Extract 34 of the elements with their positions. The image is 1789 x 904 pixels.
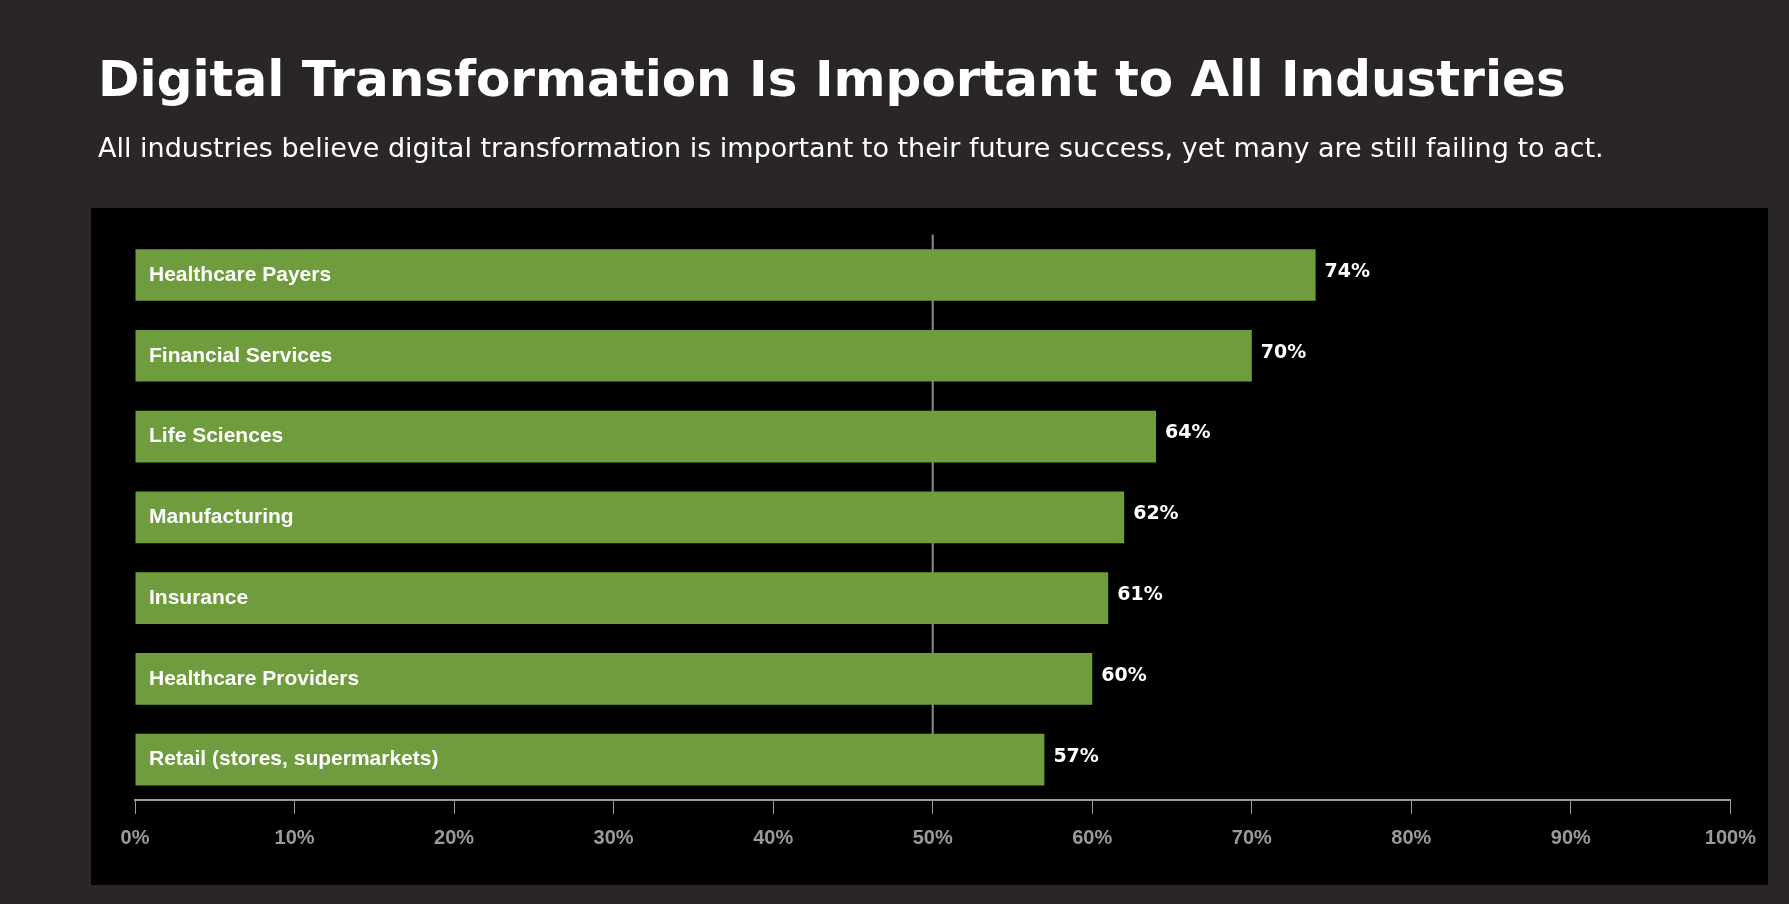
data-label: 70% bbox=[1260, 339, 1307, 362]
y-tick-label: Healthcare Providers bbox=[149, 665, 360, 689]
x-tick-label: 20% bbox=[434, 825, 475, 848]
bar bbox=[135, 329, 1252, 382]
y-tick-label: Healthcare Payers bbox=[149, 261, 332, 285]
data-label: 74% bbox=[1324, 258, 1371, 281]
data-label: 64% bbox=[1165, 420, 1211, 443]
y-tick-label: Insurance bbox=[149, 584, 249, 608]
x-tick-label: 10% bbox=[274, 825, 315, 848]
data-label: 62% bbox=[1133, 501, 1179, 524]
chart-subtitle: All industries believe digital transformation is important to their future success, yet many are still failing to act. bbox=[98, 132, 1604, 163]
data-label: 57% bbox=[1053, 743, 1099, 766]
x-tick-label: 100% bbox=[1704, 825, 1757, 848]
bar bbox=[135, 249, 1316, 301]
x-tick-label: 30% bbox=[593, 825, 634, 848]
bar bbox=[135, 491, 1125, 544]
data-label: 61% bbox=[1117, 582, 1163, 605]
chart-title: Digital Transformation Is Important to All Industries bbox=[98, 50, 1566, 108]
bar bbox=[135, 733, 1045, 786]
bar bbox=[135, 410, 1157, 463]
y-tick-label: Manufacturing bbox=[149, 504, 294, 528]
x-tick-label: 50% bbox=[912, 825, 953, 848]
x-tick-label: 80% bbox=[1391, 825, 1432, 848]
x-tick-label: 0% bbox=[120, 825, 150, 848]
x-tick-label: 60% bbox=[1072, 825, 1113, 848]
y-tick-label: Retail (stores, supermarkets) bbox=[149, 746, 439, 770]
bar bbox=[135, 572, 1109, 624]
x-tick-label: 90% bbox=[1550, 825, 1592, 848]
y-tick-label: Life Sciences bbox=[149, 423, 284, 447]
y-tick-label: Financial Services bbox=[149, 342, 333, 366]
data-label: 60% bbox=[1101, 662, 1147, 685]
bar bbox=[135, 653, 1093, 705]
x-tick-label: 70% bbox=[1231, 825, 1273, 848]
x-tick-label: 40% bbox=[753, 825, 794, 848]
